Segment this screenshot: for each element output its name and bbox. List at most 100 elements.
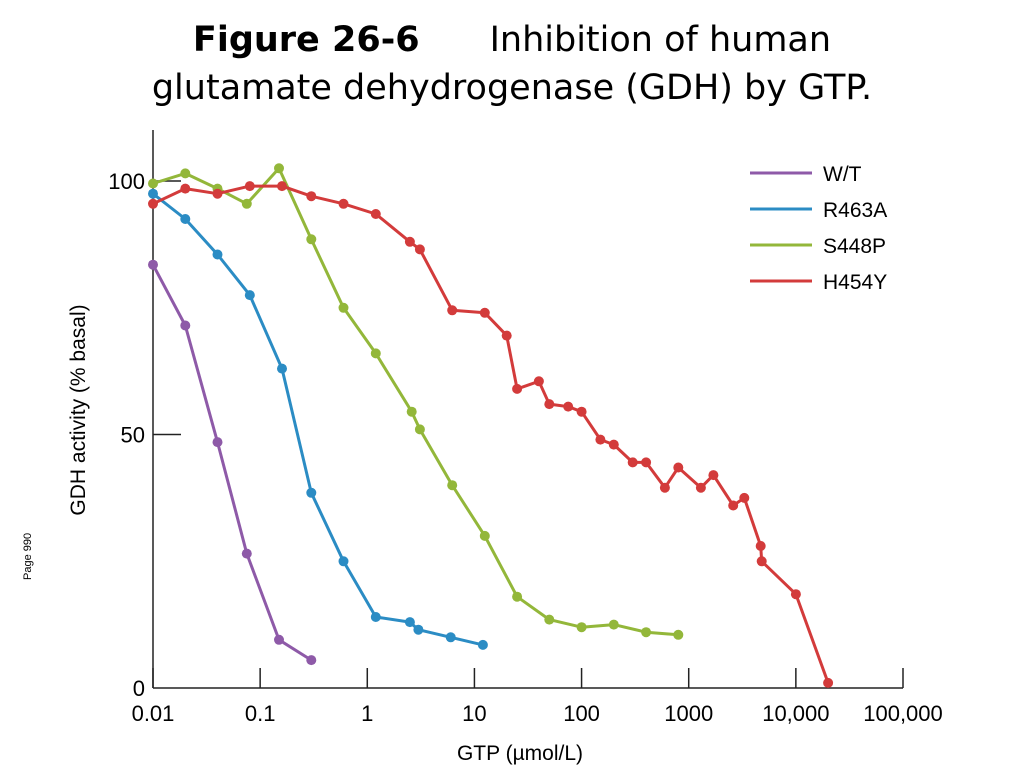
data-point-s448p (338, 302, 349, 313)
data-point-s448p (673, 629, 684, 640)
data-point-s448p (370, 348, 381, 359)
data-point-r463a (180, 214, 191, 224)
data-point-h454y (756, 556, 767, 567)
series-line-s448p (152, 166, 679, 637)
legend-label-h454y: H454Y (823, 271, 887, 294)
data-point-h454y (533, 376, 544, 387)
data-point-h454y (544, 399, 555, 410)
data-point-h454y (501, 330, 512, 341)
legend-label-r463a: R463A (823, 199, 887, 222)
data-point-h454y (277, 181, 287, 192)
data-point-s448p (274, 163, 284, 174)
data-point-w-t (212, 437, 223, 448)
data-point-r463a (212, 249, 223, 260)
data-point-s448p (180, 168, 191, 179)
data-point-s448p (641, 627, 652, 638)
data-point-s448p (306, 234, 317, 245)
data-point-w-t (274, 634, 284, 645)
data-point-h454y (728, 500, 739, 511)
y-tick-label: 50 (121, 423, 145, 448)
data-point-s448p (406, 406, 417, 417)
data-point-h454y (755, 541, 766, 551)
legend-label-s448p: S448P (823, 235, 886, 258)
data-point-s448p (544, 614, 555, 625)
series-line-r463a (152, 192, 484, 647)
data-point-s448p (447, 480, 458, 491)
data-point-h454y (306, 191, 317, 202)
data-point-h454y (627, 457, 638, 468)
data-point-s448p (608, 619, 619, 630)
title-text-1: Inhibition of human (489, 20, 832, 60)
title-line-1: Figure 26-6 Inhibition of human (0, 16, 1024, 64)
data-point-s448p (148, 178, 158, 189)
data-point-h454y (641, 457, 652, 468)
series-s448p (148, 163, 684, 640)
data-point-h454y (595, 434, 606, 445)
data-point-r463a (244, 290, 255, 301)
chart-axes: 0.01 0.1 1 10 100 1000 10,000 100,000 0 50 100 (108, 130, 943, 726)
data-point-h454y (790, 589, 801, 600)
data-point-h454y (512, 383, 523, 394)
data-point-s448p (512, 591, 523, 602)
data-point-r463a (277, 363, 287, 374)
data-point-h454y (244, 181, 255, 192)
data-point-h454y (479, 307, 490, 318)
x-tick-label: 100,000 (863, 701, 943, 726)
data-point-r463a (477, 639, 488, 650)
data-point-h454y (447, 305, 458, 316)
chart-legend: W/T R463A S448P H454Y (750, 163, 887, 294)
x-tick-label: 10,000 (762, 701, 829, 726)
x-tick-label: 0.1 (245, 701, 276, 726)
series-w-t (148, 259, 317, 666)
x-tick-label: 1 (361, 701, 373, 726)
data-point-h454y (563, 401, 574, 412)
x-axis-label: GTP (µmol/L) (457, 742, 583, 765)
data-point-s448p (479, 530, 490, 541)
data-point-r463a (338, 556, 349, 567)
data-point-h454y (338, 198, 349, 209)
data-point-r463a (370, 612, 381, 622)
x-tick-label: 1000 (664, 701, 713, 726)
data-point-r463a (413, 624, 424, 635)
data-point-s448p (241, 198, 252, 209)
title-line-2: glutamate dehydrogenase (GDH) by GTP. (151, 68, 873, 108)
data-point-r463a (445, 632, 456, 643)
data-point-w-t (180, 320, 191, 331)
x-tick-label: 100 (563, 701, 600, 726)
data-point-h454y (673, 462, 684, 473)
data-point-h454y (180, 183, 191, 194)
data-point-r463a (404, 617, 415, 628)
data-point-h454y (739, 492, 750, 503)
figure-label: Figure 26-6 (192, 20, 420, 60)
data-point-h454y (212, 188, 223, 199)
data-point-h454y (823, 677, 834, 688)
series-line-h454y (152, 184, 830, 684)
data-point-w-t (241, 548, 252, 559)
x-tick-label: 0.01 (132, 701, 175, 726)
slide-title: Figure 26-6 Inhibition of human glutamate… (0, 16, 1024, 112)
series-line-w-t (151, 263, 313, 662)
data-point-r463a (306, 487, 317, 498)
data-point-h454y (708, 470, 719, 481)
legend-label-w-t: W/T (823, 163, 862, 186)
y-tick-label: 0 (133, 676, 145, 701)
y-tick-label: 100 (108, 169, 145, 194)
data-point-h454y (414, 244, 425, 255)
x-tick-label: 10 (462, 701, 486, 726)
data-point-h454y (576, 406, 587, 417)
data-point-h454y (404, 236, 415, 247)
data-point-h454y (148, 198, 158, 209)
data-point-h454y (659, 482, 670, 493)
data-point-h454y (370, 209, 381, 219)
chart-series (148, 163, 834, 688)
data-point-r463a (148, 188, 158, 199)
y-axis-label: GDH activity (% basal) (67, 304, 90, 515)
data-point-s448p (414, 424, 425, 435)
series-r463a (148, 188, 488, 650)
data-point-w-t (306, 655, 317, 666)
data-point-h454y (608, 439, 619, 450)
series-h454y (148, 181, 834, 688)
data-point-w-t (148, 259, 158, 270)
data-point-h454y (695, 482, 706, 493)
